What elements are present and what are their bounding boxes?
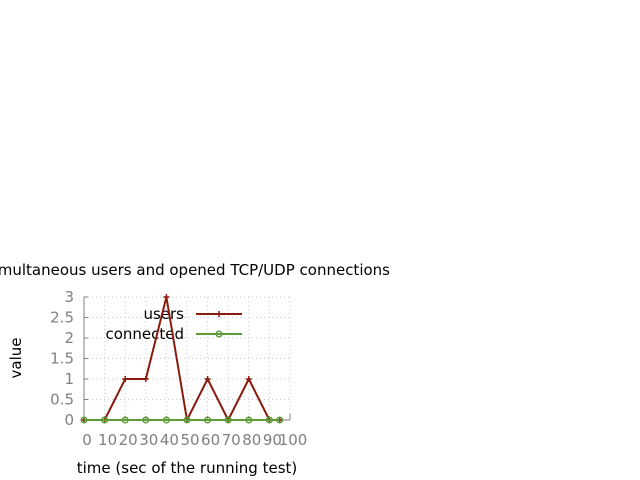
x-tick-label: 100 bbox=[279, 431, 308, 449]
data-point-connected bbox=[101, 416, 109, 424]
x-tick-label: 10 bbox=[98, 431, 117, 449]
x-tick-label: 30 bbox=[139, 431, 158, 449]
data-point-connected bbox=[183, 416, 191, 424]
y-axis-label: value bbox=[7, 338, 25, 379]
data-point-users bbox=[245, 376, 252, 382]
data-point-connected bbox=[265, 416, 273, 424]
x-tick-label: 80 bbox=[242, 431, 261, 449]
legend-marker-users bbox=[216, 311, 222, 317]
legend: users connected bbox=[105, 305, 242, 343]
data-point-users bbox=[163, 294, 170, 300]
data-point-connected bbox=[142, 416, 150, 424]
y-tick-label: 1 bbox=[64, 370, 74, 388]
x-tick-label: 50 bbox=[180, 431, 199, 449]
y-tick-label: 1.5 bbox=[50, 350, 74, 368]
x-tick-label: 20 bbox=[119, 431, 138, 449]
x-axis-label: time (sec of the running test) bbox=[77, 459, 298, 477]
x-tick-label: 0 bbox=[82, 431, 92, 449]
data-point-users bbox=[142, 376, 149, 382]
legend-label-users: users bbox=[143, 305, 184, 323]
data-point-connected bbox=[224, 416, 232, 424]
legend-marker-connected bbox=[215, 330, 223, 338]
data-point-connected bbox=[276, 416, 284, 424]
legend-label-connected: connected bbox=[105, 325, 184, 343]
data-point-users bbox=[122, 376, 129, 382]
y-tick-label: 0 bbox=[64, 411, 74, 429]
chart-title: Simultaneous users and opened TCP/UDP co… bbox=[0, 261, 390, 279]
x-tick-label: 40 bbox=[160, 431, 179, 449]
y-tick-label: 2.5 bbox=[50, 309, 74, 327]
data-point-connected bbox=[121, 416, 129, 424]
y-tick-label: 0.5 bbox=[50, 391, 74, 409]
data-point-connected bbox=[245, 416, 253, 424]
data-point-connected bbox=[80, 416, 88, 424]
series-layer bbox=[80, 294, 284, 424]
data-point-connected bbox=[204, 416, 212, 424]
y-tick-label: 2 bbox=[64, 329, 74, 347]
data-point-users bbox=[204, 376, 211, 382]
x-tick-label: 60 bbox=[201, 431, 220, 449]
x-tick-label: 70 bbox=[222, 431, 241, 449]
y-tick-labels: 0 0.5 1 1.5 2 2.5 3 bbox=[50, 288, 74, 429]
data-point-connected bbox=[162, 416, 170, 424]
x-tick-label: 90 bbox=[263, 431, 282, 449]
y-tick-label: 3 bbox=[64, 288, 74, 306]
